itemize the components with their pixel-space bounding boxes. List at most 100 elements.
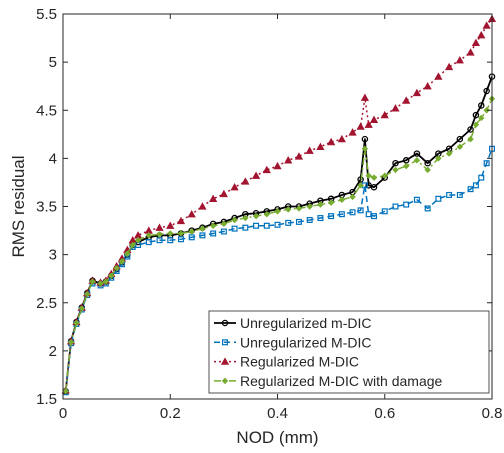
- data-point: [403, 201, 410, 208]
- data-point: [188, 234, 195, 241]
- data-point: [357, 182, 364, 189]
- data-point: [199, 225, 206, 232]
- data-point: [444, 62, 454, 71]
- data-point: [198, 202, 207, 210]
- data-point: [166, 221, 175, 229]
- legend-entry: Unregularized m-DIC: [214, 315, 371, 331]
- data-point: [365, 182, 372, 189]
- data-point: [67, 338, 75, 346]
- legend-label: Unregularized m-DIC: [240, 315, 371, 331]
- legend-entry: Unregularized M-DIC: [214, 334, 371, 350]
- data-point: [253, 222, 260, 229]
- legend-marker: [221, 377, 229, 385]
- y-axis-ticks: 1.5 2 2.5 3 3.5 4 4.5 5 5.5: [36, 6, 492, 408]
- data-point: [402, 162, 410, 170]
- data-point: [176, 216, 186, 225]
- data-point: [413, 196, 420, 203]
- data-point: [424, 159, 431, 167]
- data-point: [477, 30, 486, 39]
- data-point: [305, 146, 314, 154]
- data-point: [252, 212, 260, 220]
- data-point: [380, 110, 389, 119]
- data-point: [434, 72, 443, 80]
- data-point: [381, 172, 388, 179]
- data-point: [370, 183, 378, 191]
- data-point: [220, 228, 227, 235]
- data-point: [295, 205, 303, 212]
- data-point: [89, 278, 96, 285]
- legend-marker: [222, 339, 229, 346]
- y-tick-label: 2: [49, 343, 57, 360]
- data-point: [435, 155, 442, 162]
- data-point: [482, 21, 491, 29]
- x-axis-label: NOD (mm): [236, 428, 318, 447]
- y-tick-label: 5: [49, 54, 57, 71]
- data-point: [177, 236, 184, 243]
- data-point: [188, 228, 195, 235]
- data-point: [327, 199, 335, 206]
- data-point: [274, 208, 281, 215]
- legend-items: Unregularized m-DIC Unregularized M-DIC Re…: [214, 315, 443, 389]
- data-point: [423, 81, 432, 90]
- data-point: [317, 215, 324, 222]
- data-point: [348, 128, 357, 136]
- data-point: [364, 120, 373, 128]
- data-point: [220, 220, 228, 228]
- data-point: [113, 264, 120, 272]
- y-tick-label: 1.5: [36, 391, 57, 408]
- legend-marker: [220, 357, 230, 365]
- data-point: [209, 222, 217, 229]
- data-point: [145, 232, 153, 239]
- data-point: [361, 135, 369, 143]
- x-tick-label: 0.8: [482, 405, 503, 422]
- data-point: [413, 157, 421, 164]
- data-point: [199, 232, 206, 239]
- data-point: [242, 214, 249, 222]
- data-point: [483, 87, 490, 95]
- data-point: [167, 230, 174, 237]
- data-point: [187, 209, 196, 218]
- data-point: [478, 174, 485, 181]
- y-tick-label: 5.5: [36, 6, 57, 23]
- data-point: [306, 216, 313, 223]
- data-point: [263, 210, 270, 218]
- legend-entry: Regularized M-DIC with damage: [214, 373, 443, 389]
- y-tick-label: 4.5: [36, 102, 57, 119]
- data-point: [445, 150, 453, 157]
- data-point: [97, 280, 104, 287]
- data-point: [241, 177, 250, 185]
- y-tick-label: 2.5: [36, 295, 57, 312]
- data-point: [471, 38, 481, 47]
- data-point: [263, 222, 270, 229]
- data-point: [402, 96, 411, 104]
- data-point: [108, 272, 115, 280]
- data-point: [472, 111, 480, 119]
- data-point: [118, 258, 126, 265]
- data-point: [295, 218, 302, 225]
- y-axis-label: RMS residual: [9, 155, 28, 257]
- legend-box: [208, 310, 490, 394]
- data-point: [337, 134, 346, 143]
- data-point: [231, 225, 238, 232]
- data-point: [251, 171, 261, 179]
- data-point: [356, 122, 365, 130]
- data-point: [424, 166, 431, 174]
- data-point: [472, 121, 480, 128]
- data-point: [328, 213, 335, 220]
- data-point: [210, 230, 217, 237]
- data-point: [412, 88, 422, 97]
- data-point: [478, 114, 485, 122]
- y-tick-label: 3.5: [36, 199, 57, 216]
- x-axis-ticks: 0 0.2 0.4 0.6 0.8: [59, 14, 503, 422]
- data-point: [371, 213, 378, 220]
- data-point: [338, 196, 346, 203]
- data-point: [483, 160, 490, 167]
- y-tick-label: 4: [49, 150, 57, 167]
- x-tick-label: 0: [59, 405, 67, 422]
- y-tick-label: 3: [49, 247, 57, 264]
- data-point: [338, 211, 345, 218]
- data-point: [467, 126, 474, 133]
- data-point: [156, 237, 163, 244]
- data-point: [466, 48, 475, 56]
- data-point: [294, 152, 304, 160]
